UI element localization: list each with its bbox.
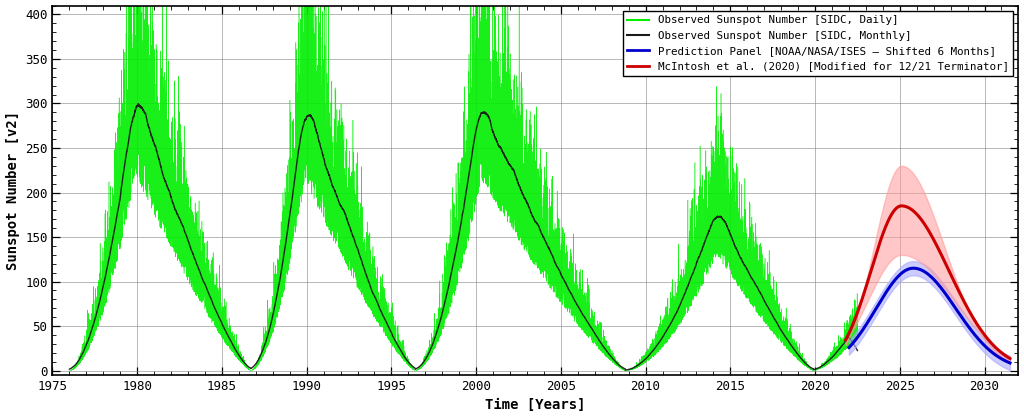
Legend: Observed Sunspot Number [SIDC, Daily], Observed Sunspot Number [SIDC, Monthly], : Observed Sunspot Number [SIDC, Daily], O… <box>623 11 1013 76</box>
X-axis label: Time [Years]: Time [Years] <box>485 398 586 413</box>
Y-axis label: Sunspot Number [v2]: Sunspot Number [v2] <box>5 111 19 270</box>
